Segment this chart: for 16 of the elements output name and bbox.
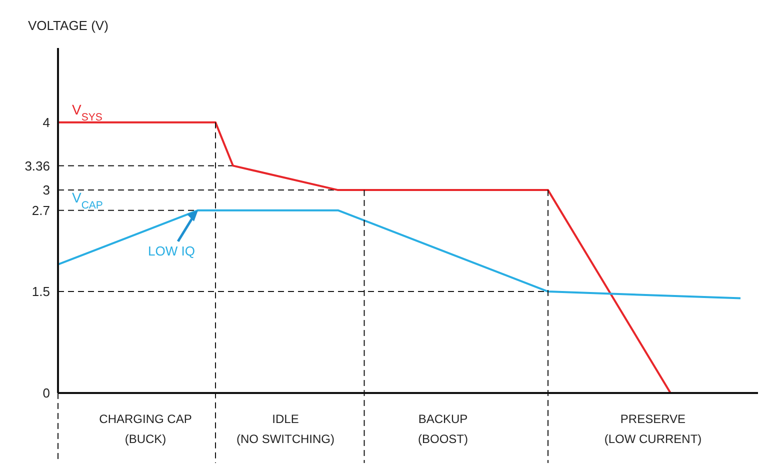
y-tick-label: 4 <box>42 115 50 130</box>
y-tick-label: 3 <box>42 182 50 198</box>
y-tick-label: 1.5 <box>32 284 50 300</box>
x-tick-label: PRESERVE (LOW CURRENT) <box>604 412 702 446</box>
x-tick-label: BACKUP (BOOST) <box>418 412 468 446</box>
series-label: V$_{SYS}$ <box>72 101 102 124</box>
line-series <box>58 209 742 300</box>
x-tick-label: IDLE (NO SWITCHING) <box>236 412 334 446</box>
line-series <box>58 121 672 393</box>
y-tick-label: 3.36 <box>24 158 50 174</box>
y-tick-label: 2.7 <box>32 202 50 218</box>
x-tick-label: CHARGING CAP (BUCK) <box>99 412 192 446</box>
y-axis-title: VOLTAGE (V) <box>28 18 108 33</box>
y-tick-label: 0 <box>42 386 50 401</box>
annotation: LOW IQ <box>148 243 195 258</box>
text: V$_{CAP}$ <box>72 189 103 212</box>
